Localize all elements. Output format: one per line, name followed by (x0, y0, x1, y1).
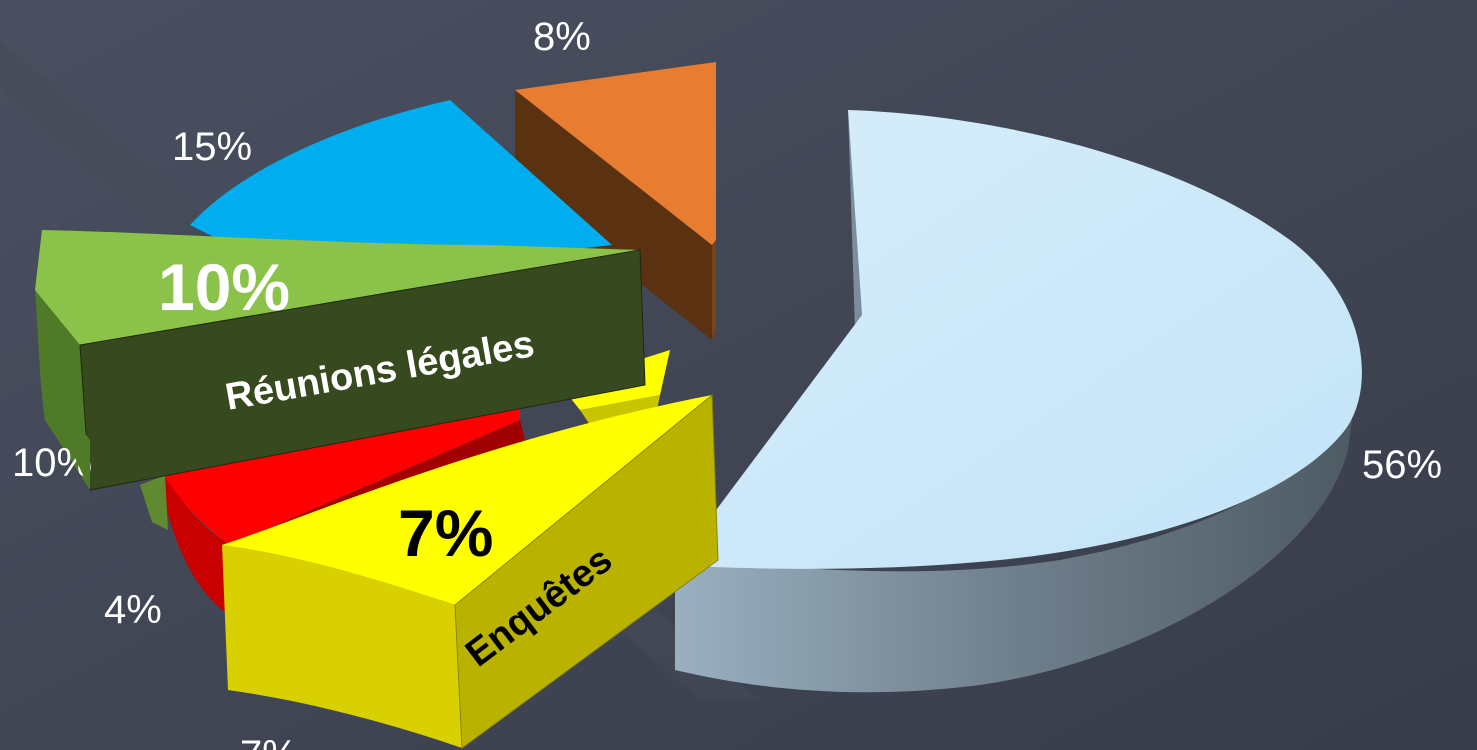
callout-enquetes-right (454, 393, 719, 749)
slice-56 (675, 110, 1362, 693)
callout-reunions: 10% Réunions légales (35, 230, 646, 491)
slice-8-top (515, 62, 716, 245)
label-8: 8% (533, 15, 591, 59)
label-56: 56% (1362, 443, 1442, 487)
callout-reunions-value: 10% (158, 250, 290, 324)
callout-enquetes: 7% Enquêtes (222, 393, 719, 749)
label-4: 4% (104, 588, 162, 632)
slice-10-shadow-side (140, 475, 168, 530)
callout-enquetes-value: 7% (398, 496, 493, 570)
slice-15 (190, 100, 612, 280)
slice-4-top (160, 405, 520, 545)
callout-reunions-top (35, 230, 640, 345)
slice-8-edge (712, 240, 716, 340)
slice-8-side (515, 90, 712, 340)
callout-enquetes-front (222, 545, 462, 748)
slice-15-top (190, 100, 612, 280)
label-15: 15% (172, 125, 252, 169)
slice-8 (515, 62, 716, 340)
callout-enquetes-top (222, 395, 712, 605)
callout-reunions-left-overlay (60, 400, 90, 490)
label-7: 7% (240, 733, 298, 750)
slice-56-top (675, 110, 1362, 569)
slice-56-side (675, 395, 1355, 693)
slice-4-side (160, 470, 230, 612)
slice-56-inner-wall (848, 110, 862, 330)
